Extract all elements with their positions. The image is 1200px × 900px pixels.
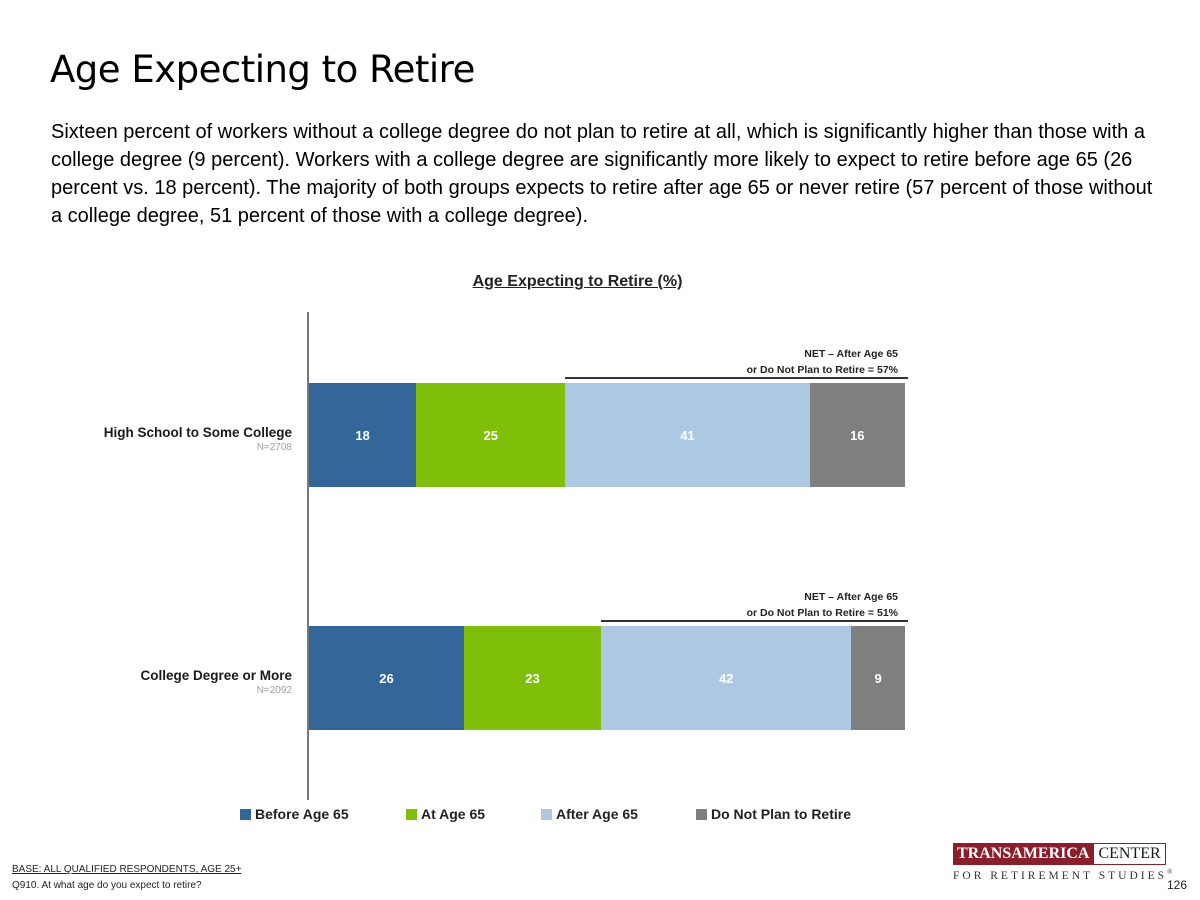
category-axis-line: [307, 312, 309, 800]
bar-segment: 9: [851, 626, 905, 730]
bar-segment: 42: [601, 626, 852, 730]
legend-label: Before Age 65: [255, 806, 349, 822]
data-label: 25: [483, 427, 498, 443]
bar-segment: 25: [416, 383, 566, 487]
data-label: 23: [525, 670, 540, 686]
stacked-bar: 26 23 42 9: [309, 626, 905, 730]
category-sample-size: N=2092: [256, 685, 292, 696]
net-annotation-line2: or Do Not Plan to Retire = 57%: [746, 364, 898, 376]
net-annotation-line1: NET – After Age 65: [804, 348, 898, 360]
legend-swatch: [696, 808, 707, 820]
category-label: High School to Some College N=2708: [104, 425, 292, 453]
logo-subtitle: FOR RETIREMENT STUDIES®: [953, 868, 1173, 882]
data-label: 26: [379, 670, 394, 686]
category-label: College Degree or More N=2092: [140, 668, 292, 696]
legend-item: Do Not Plan to Retire: [696, 806, 851, 822]
legend-item: After Age 65: [541, 806, 638, 822]
legend-label: After Age 65: [556, 806, 638, 822]
base-note: BASE: ALL QUALIFIED RESPONDENTS, AGE 25+: [12, 864, 242, 875]
net-annotation: NET – After Age 65 or Do Not Plan to Reti…: [747, 589, 898, 621]
bar-segment: 16: [809, 383, 905, 487]
footnote: BASE: ALL QUALIFIED RESPONDENTS, AGE 25+…: [12, 862, 241, 894]
bar-segment: 26: [309, 626, 464, 730]
category-label-text: High School to Some College: [103, 425, 292, 440]
question-note: Q910. At what age do you expect to retir…: [12, 880, 202, 891]
bar-segment: 23: [463, 626, 602, 730]
legend-swatch: [406, 808, 417, 820]
category-sample-size: N=2708: [256, 442, 292, 453]
data-label: 9: [874, 670, 882, 686]
legend-label: Do Not Plan to Retire: [711, 806, 852, 822]
page-description: Sixteen percent of workers without a col…: [51, 121, 1153, 227]
bar-segment: 18: [309, 383, 417, 487]
legend-swatch: [240, 808, 251, 820]
legend-item: At Age 65: [406, 806, 485, 822]
data-label: 42: [718, 670, 734, 686]
chart-title: Age Expecting to Retire (%): [472, 273, 683, 290]
data-label: 41: [680, 427, 695, 443]
net-annotation: NET – After Age 65 or Do Not Plan to Reti…: [747, 346, 898, 378]
logo-left-text: TRANSAMERICA: [953, 843, 1094, 865]
stacked-bar: 18 25 41 16: [309, 383, 905, 487]
legend-item: Before Age 65: [240, 806, 349, 822]
page-number: 126: [1166, 878, 1187, 892]
net-bracket-line: [601, 620, 908, 622]
data-label: 16: [850, 427, 865, 443]
legend-swatch: [541, 808, 552, 820]
bar-segment: 41: [565, 383, 810, 487]
category-label-text: College Degree or More: [140, 668, 292, 683]
legend-label: At Age 65: [421, 806, 486, 822]
net-bracket-line: [565, 377, 908, 379]
net-annotation-line2: or Do Not Plan to Retire = 51%: [746, 607, 898, 619]
page-title: Age Expecting to Retire: [50, 48, 475, 91]
logo-right-text: CENTER: [1093, 843, 1166, 865]
transamerica-logo: TRANSAMERICA CENTER FOR RETIREMENT STUDI…: [953, 843, 1173, 883]
net-annotation-line1: NET – After Age 65: [804, 591, 898, 603]
data-label: 18: [355, 427, 370, 443]
